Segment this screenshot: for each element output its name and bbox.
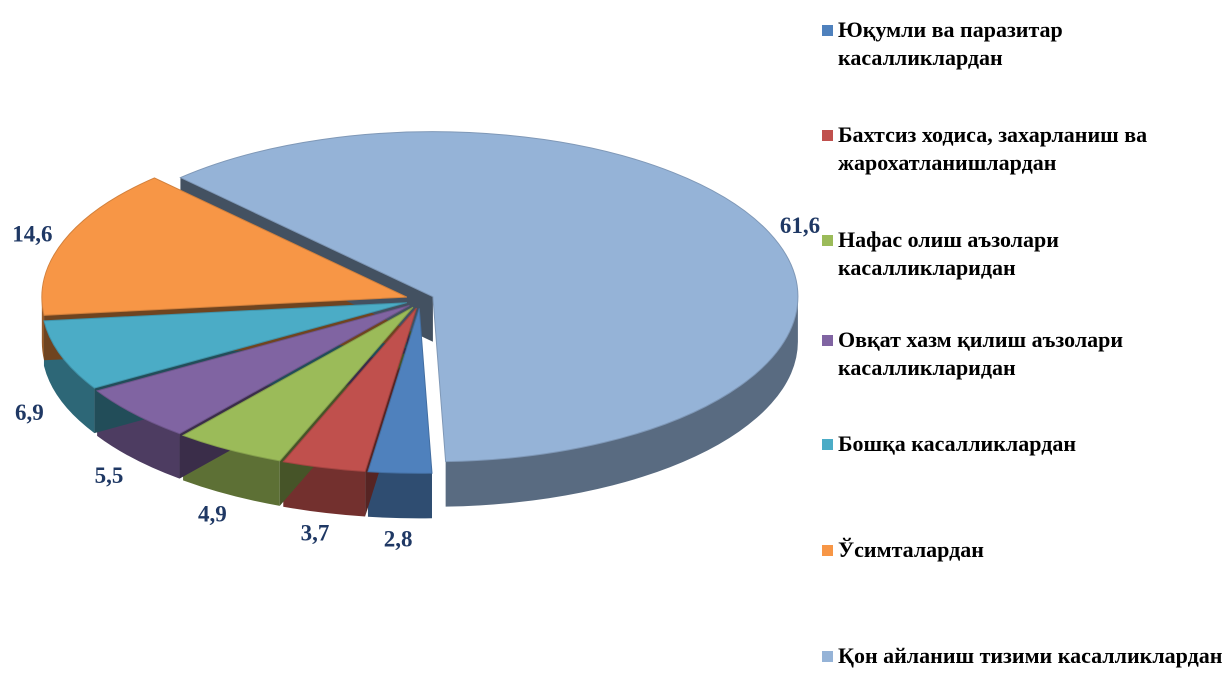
pie-slice (367, 308, 433, 474)
pie-slice (179, 131, 799, 463)
pie-slice (181, 306, 414, 462)
pie-slice (41, 177, 408, 316)
pie-slice (282, 307, 417, 473)
legend-label: Ўсимталардан (838, 537, 984, 562)
chart: 2,8 3,7 4,9 5,5 6,9 14,6 61,6 (12, 131, 820, 551)
slice-side (367, 471, 432, 519)
legend-item: Овқат хазм қилиш аъзолари касалликларида… (822, 326, 1227, 382)
legend-label: Овқат хазм қилиш аъзолари касалликларида… (838, 327, 1124, 380)
legend-item: Нафас олиш аъзолари касалликларидан (822, 226, 1227, 282)
slice-side (445, 296, 798, 507)
pie-slice (43, 302, 407, 389)
data-label: 2,8 (384, 526, 413, 551)
legend-item: Бошқа касалликлардан (822, 430, 1227, 458)
legend-item: Ўсимталардан (822, 536, 1227, 564)
legend-swatch (822, 130, 833, 141)
data-label: 14,6 (12, 222, 52, 247)
data-label: 5,5 (95, 463, 124, 488)
legend-swatch (822, 651, 833, 662)
legend-swatch (822, 335, 833, 346)
data-label: 4,9 (198, 501, 227, 526)
legend-swatch (822, 25, 833, 36)
legend-item: Бахтсиз ходиса, захарланиш ва жарохатлан… (822, 121, 1227, 177)
legend-label: Қон айланиш тизими касалликлардан (838, 643, 1223, 668)
legend-label: Бошқа касалликлардан (838, 431, 1076, 456)
legend-item: Юқумли ва паразитар касалликлардан (822, 16, 1227, 72)
legend-label: Юқумли ва паразитар касалликлардан (838, 17, 1063, 70)
legend-swatch (822, 439, 833, 450)
slice-side (43, 320, 95, 434)
data-label: 6,9 (15, 400, 44, 425)
pie-slice (95, 305, 410, 435)
legend-swatch (822, 545, 833, 556)
data-label: 3,7 (301, 521, 330, 546)
legend-label: Бахтсиз ходиса, захарланиш ва жарохатлан… (838, 122, 1148, 175)
legend-swatch (822, 235, 833, 246)
legend-label: Нафас олиш аъзолари касалликларидан (838, 227, 1059, 280)
data-label: 61,6 (780, 213, 820, 238)
legend-item: Қон айланиш тизими касалликлардан (822, 642, 1227, 670)
